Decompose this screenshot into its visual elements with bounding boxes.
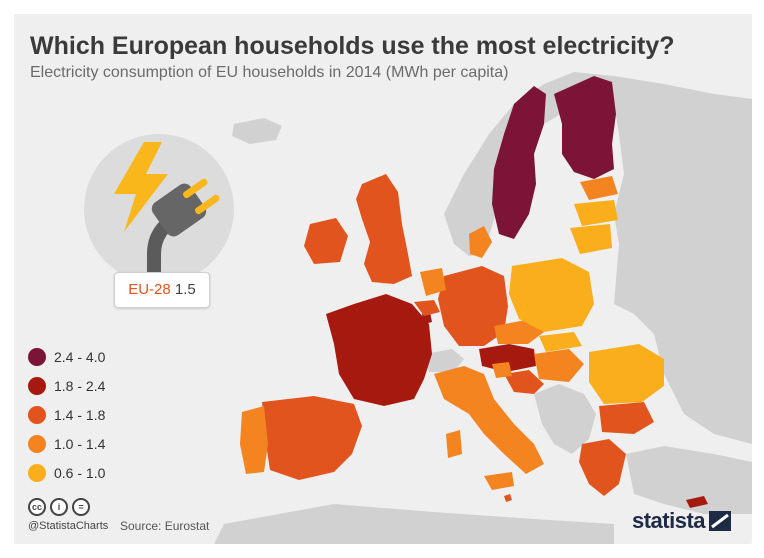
poland-region bbox=[509, 258, 594, 332]
finland-region bbox=[554, 76, 616, 179]
netherlands-region bbox=[420, 268, 446, 296]
sardinia-region bbox=[446, 430, 462, 458]
malta-region bbox=[504, 494, 512, 502]
lithuania-region bbox=[570, 224, 612, 254]
creative-commons-icon[interactable]: cc bbox=[28, 498, 46, 516]
norway-region bbox=[444, 72, 614, 256]
cyprus-region bbox=[686, 496, 708, 508]
legend-item: 0.6 - 1.0 bbox=[28, 458, 105, 487]
eu-average-box: EU-28 1.5 bbox=[114, 272, 210, 308]
legend-item: 1.0 - 1.4 bbox=[28, 429, 105, 458]
no-derivatives-icon[interactable]: = bbox=[72, 498, 90, 516]
legend-swatch bbox=[28, 347, 46, 366]
iceland-region bbox=[232, 118, 282, 144]
legend-swatch bbox=[28, 376, 46, 395]
sweden-region bbox=[492, 86, 546, 239]
croatia-region bbox=[504, 370, 544, 394]
infographic-frame: Which European households use the most e… bbox=[14, 14, 752, 544]
sicily-region bbox=[484, 472, 514, 490]
russia-region bbox=[614, 76, 752, 444]
statista-wordmark: statista bbox=[632, 508, 706, 533]
electric-plug-icon bbox=[147, 178, 220, 284]
latvia-region bbox=[574, 200, 618, 226]
france-region bbox=[326, 294, 432, 406]
slovenia-region bbox=[492, 362, 512, 378]
legend-item: 1.4 - 1.8 bbox=[28, 400, 105, 429]
page-title: Which European households use the most e… bbox=[30, 32, 675, 60]
czechia-region bbox=[494, 320, 544, 344]
twitter-handle[interactable]: @StatistaCharts bbox=[28, 520, 109, 532]
north-africa-region bbox=[214, 504, 614, 544]
source-note: Source: Eurostat bbox=[120, 519, 210, 533]
denmark-region bbox=[469, 226, 492, 258]
turkey-region bbox=[626, 446, 752, 514]
legend-label: 1.8 - 2.4 bbox=[54, 377, 106, 394]
germany-region bbox=[438, 266, 508, 346]
uk-region bbox=[356, 174, 412, 284]
legend-swatch bbox=[28, 463, 46, 482]
portugal-region bbox=[240, 406, 268, 474]
statista-logo[interactable]: statista bbox=[632, 508, 732, 534]
legend-item: 2.4 - 4.0 bbox=[28, 342, 105, 371]
legend-label: 1.4 - 1.8 bbox=[54, 406, 106, 423]
bulgaria-region bbox=[599, 402, 654, 434]
legend: 2.4 - 4.0 1.8 - 2.4 1.4 - 1.8 1.0 - 1.4 … bbox=[28, 342, 105, 487]
balkans-non-eu-region bbox=[534, 384, 596, 454]
legend-swatch bbox=[28, 405, 46, 424]
slovakia-region bbox=[539, 332, 582, 352]
eu-average-label: EU-28 bbox=[128, 281, 171, 298]
greece-region bbox=[579, 439, 626, 496]
legend-label: 0.6 - 1.0 bbox=[54, 464, 106, 481]
estonia-region bbox=[580, 176, 618, 200]
italy-region bbox=[434, 366, 544, 474]
switzerland-region bbox=[424, 349, 464, 372]
legend-swatch bbox=[28, 434, 46, 453]
belgium-region bbox=[414, 300, 440, 316]
license-icons: cc i = bbox=[28, 498, 94, 516]
legend-item: 1.8 - 2.4 bbox=[28, 371, 105, 400]
hungary-region bbox=[534, 349, 584, 382]
ireland-region bbox=[304, 218, 348, 264]
spain-region bbox=[262, 396, 362, 480]
statista-logo-icon bbox=[709, 511, 732, 531]
legend-label: 1.0 - 1.4 bbox=[54, 435, 106, 452]
romania-region bbox=[589, 344, 664, 404]
europe-map bbox=[214, 72, 752, 544]
plug-illustration bbox=[84, 134, 234, 284]
attribution-icon[interactable]: i bbox=[50, 498, 68, 516]
lightning-bolt-icon bbox=[114, 142, 168, 232]
legend-label: 2.4 - 4.0 bbox=[54, 348, 106, 365]
eu-average-value: 1.5 bbox=[174, 281, 196, 298]
page-subtitle: Electricity consumption of EU households… bbox=[30, 64, 509, 81]
